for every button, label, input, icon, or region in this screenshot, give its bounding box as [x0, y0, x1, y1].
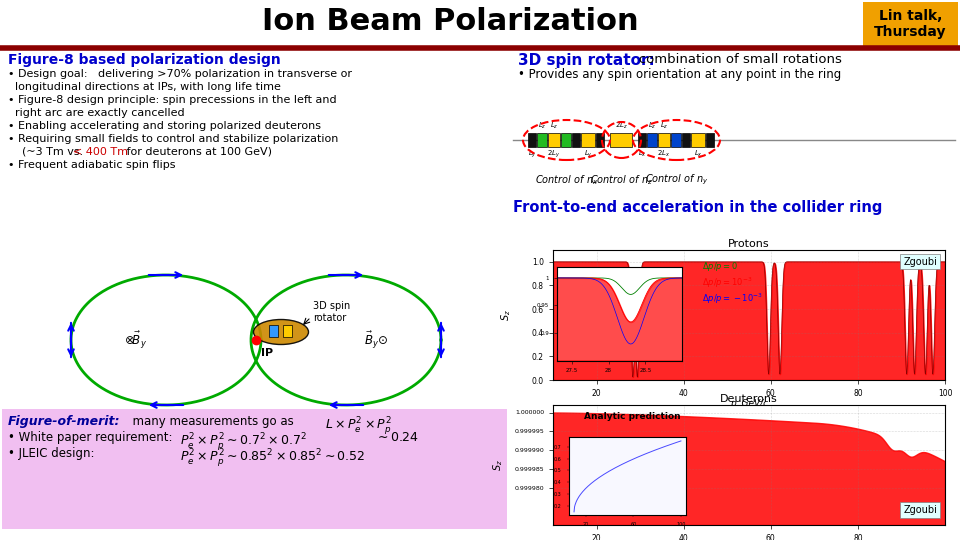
Bar [572, 133, 580, 147]
Text: Figure-of-merit:: Figure-of-merit: [8, 415, 121, 428]
Text: Control of $n_x$: Control of $n_x$ [535, 173, 598, 187]
Text: $L_z$: $L_z$ [550, 121, 559, 131]
FancyBboxPatch shape [2, 409, 507, 529]
Text: $\otimes\!\vec{B}_y$: $\otimes\!\vec{B}_y$ [125, 329, 148, 350]
Text: • Design goal:   delivering >70% polarization in transverse or: • Design goal: delivering >70% polarizat… [8, 69, 352, 79]
Text: • Provides any spin orientation at any point in the ring: • Provides any spin orientation at any p… [518, 68, 841, 81]
Bar [537, 133, 547, 147]
Bar [596, 133, 604, 147]
X-axis label: p, GeV/c: p, GeV/c [730, 400, 768, 408]
Text: $L_z$: $L_z$ [660, 121, 668, 131]
Bar [548, 133, 560, 147]
Bar [581, 133, 595, 147]
Bar [647, 133, 657, 147]
Text: Zgoubi: Zgoubi [903, 505, 937, 515]
Text: $L_x$: $L_x$ [637, 149, 646, 159]
Bar [671, 133, 681, 147]
Bar [682, 133, 690, 147]
Text: $P_e^2 \times P_p^2 \sim 0.85^2 \times 0.85^2 \sim 0.52$: $P_e^2 \times P_p^2 \sim 0.85^2 \times 0… [180, 447, 366, 469]
Text: • Requiring small fields to control and stabilize polarization: • Requiring small fields to control and … [8, 134, 338, 144]
Text: Figure-8 based polarization design: Figure-8 based polarization design [8, 53, 280, 67]
Bar [513, 100, 955, 190]
Bar [691, 133, 705, 147]
Text: for deuterons at 100 GeV): for deuterons at 100 GeV) [123, 147, 272, 157]
Text: Ion Beam Polarization: Ion Beam Polarization [262, 7, 638, 36]
Text: 3D spin rotator:: 3D spin rotator: [518, 53, 655, 68]
Title: Protons: Protons [729, 239, 770, 249]
Bar [610, 133, 632, 147]
Text: Analytic prediction: Analytic prediction [585, 413, 681, 421]
Text: (~3 Tm vs.: (~3 Tm vs. [8, 147, 86, 157]
Text: $\Delta p/p=0$: $\Delta p/p=0$ [702, 260, 738, 273]
Ellipse shape [253, 320, 308, 345]
Text: • Enabling accelerating and storing polarized deuterons: • Enabling accelerating and storing pola… [8, 121, 321, 131]
Bar [0, 0, 960, 48]
Bar [706, 133, 714, 147]
Text: $\sim 0.24$: $\sim 0.24$ [375, 431, 419, 444]
Bar [638, 133, 646, 147]
Text: $S_z$: $S_z$ [499, 309, 513, 321]
Text: Zgoubi: Zgoubi [903, 256, 937, 267]
Text: • JLEIC design:: • JLEIC design: [8, 447, 121, 460]
Text: $S_z$: $S_z$ [492, 459, 505, 471]
Text: $2L_y$: $2L_y$ [547, 149, 561, 160]
Title: Deuterons: Deuterons [720, 394, 778, 404]
Text: Front-to-end acceleration in the collider ring: Front-to-end acceleration in the collide… [513, 200, 882, 215]
Text: Control of $n_z$: Control of $n_z$ [590, 173, 653, 187]
Text: right arc are exactly cancelled: right arc are exactly cancelled [8, 108, 184, 118]
Text: $L \times P_e^2 \times P_p^2$: $L \times P_e^2 \times P_p^2$ [325, 415, 392, 437]
Text: $L_z$: $L_z$ [648, 121, 657, 131]
Text: • White paper requirement:: • White paper requirement: [8, 431, 180, 444]
Text: $\Delta p/p=10^{-3}$: $\Delta p/p=10^{-3}$ [702, 276, 753, 291]
Text: $L_y$: $L_y$ [528, 149, 537, 160]
Text: Control of $n_y$: Control of $n_y$ [645, 173, 708, 187]
Bar [283, 325, 292, 337]
Text: many measurements go as: many measurements go as [125, 415, 301, 428]
Bar [269, 325, 278, 337]
Text: Lin talk,
Thursday: Lin talk, Thursday [875, 9, 947, 39]
Text: $2L_x$: $2L_x$ [658, 149, 671, 159]
Text: combination of small rotations: combination of small rotations [626, 53, 842, 66]
Bar [658, 133, 670, 147]
Text: $2L_z$: $2L_z$ [614, 121, 628, 131]
Text: • Frequent adiabatic spin flips: • Frequent adiabatic spin flips [8, 160, 176, 170]
Text: longitudinal directions at IPs, with long life time: longitudinal directions at IPs, with lon… [8, 82, 281, 92]
Text: < 400 Tm: < 400 Tm [73, 147, 128, 157]
Text: IP: IP [261, 348, 274, 358]
Text: $L_y$: $L_y$ [584, 149, 592, 160]
Text: $P_e^2 \times P_p^2 \sim 0.7^2 \times 0.7^2$: $P_e^2 \times P_p^2 \sim 0.7^2 \times 0.… [180, 431, 307, 453]
FancyBboxPatch shape [863, 2, 958, 46]
Text: $\vec{B}_y\!\odot$: $\vec{B}_y\!\odot$ [364, 329, 389, 350]
Bar [561, 133, 571, 147]
Text: $L_z$: $L_z$ [538, 121, 546, 131]
Text: • Figure-8 design principle: spin precessions in the left and: • Figure-8 design principle: spin preces… [8, 95, 337, 105]
Bar [528, 133, 536, 147]
Text: $\Delta p/p=-10^{-3}$: $\Delta p/p=-10^{-3}$ [702, 292, 762, 306]
Text: 3D spin
rotator: 3D spin rotator [313, 301, 350, 323]
Text: $L_x$: $L_x$ [693, 149, 703, 159]
